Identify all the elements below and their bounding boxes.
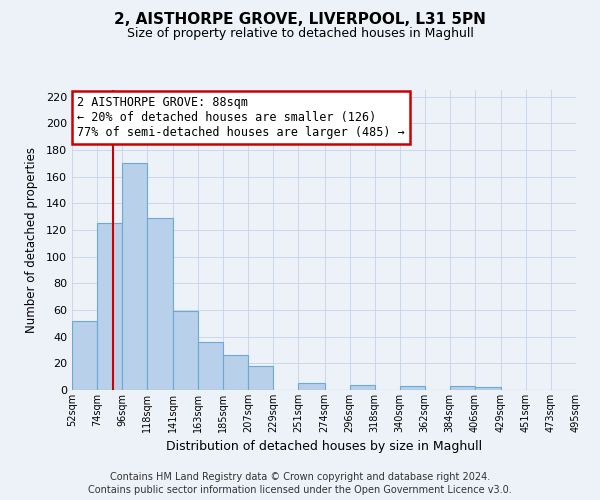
X-axis label: Distribution of detached houses by size in Maghull: Distribution of detached houses by size … [166, 440, 482, 454]
Bar [223, 356, 248, 390]
Text: 2 AISTHORPE GROVE: 88sqm
← 20% of detached houses are smaller (126)
77% of semi-: 2 AISTHORPE GROVE: 88sqm ← 20% of detach… [77, 96, 405, 139]
Bar [122, 164, 147, 390]
Text: Contains HM Land Registry data © Crown copyright and database right 2024.: Contains HM Land Registry data © Crown c… [110, 472, 490, 482]
Bar [450, 386, 475, 390]
Bar [173, 312, 198, 390]
Bar [350, 384, 374, 390]
Text: Contains public sector information licensed under the Open Government Licence v3: Contains public sector information licen… [88, 485, 512, 495]
Text: 2, AISTHORPE GROVE, LIVERPOOL, L31 5PN: 2, AISTHORPE GROVE, LIVERPOOL, L31 5PN [114, 12, 486, 28]
Bar [72, 320, 97, 390]
Text: Size of property relative to detached houses in Maghull: Size of property relative to detached ho… [127, 28, 473, 40]
Bar [298, 384, 325, 390]
Bar [97, 224, 122, 390]
Bar [147, 218, 173, 390]
Bar [475, 388, 501, 390]
Bar [198, 342, 223, 390]
Y-axis label: Number of detached properties: Number of detached properties [25, 147, 38, 333]
Bar [248, 366, 274, 390]
Bar [400, 386, 425, 390]
